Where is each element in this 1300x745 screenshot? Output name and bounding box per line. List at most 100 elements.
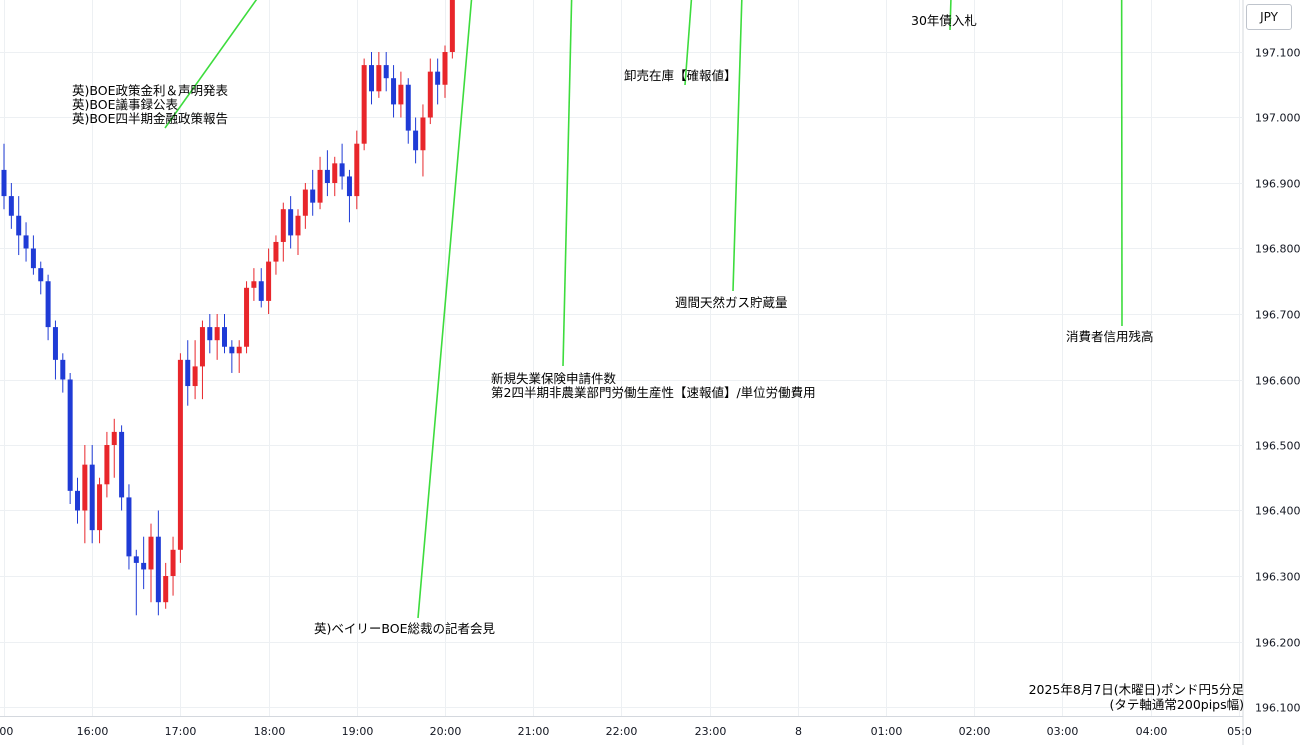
candle-body — [207, 327, 213, 341]
candle — [354, 130, 360, 210]
y-tick-label: 196.400 — [1255, 505, 1300, 518]
candle-body — [199, 327, 205, 367]
candle — [302, 183, 308, 229]
candle — [222, 314, 227, 354]
x-tick-label: 17:00 — [165, 725, 197, 738]
candle — [442, 45, 448, 98]
x-tick-label: 23:00 — [695, 725, 727, 738]
candle — [420, 104, 426, 177]
candle-body — [126, 497, 132, 557]
candle — [405, 78, 411, 144]
candle-body — [266, 261, 272, 301]
candle — [369, 52, 374, 105]
candle — [170, 536, 176, 596]
candle — [1, 143, 7, 210]
candle — [119, 425, 125, 511]
candle — [177, 353, 183, 563]
candles-group — [1, 0, 455, 616]
candle-body — [391, 78, 397, 105]
candle-body — [185, 359, 191, 387]
annotation-consumer-credit: 消費者信用残高 — [1066, 329, 1154, 344]
candle — [8, 183, 14, 229]
candle-body — [383, 65, 389, 79]
x-tick-label: 02:00 — [959, 725, 991, 738]
callout-consumer-credit — [1120, 0, 1123, 327]
x-tick-label: :00 — [0, 725, 13, 738]
y-tick-label: 196.600 — [1255, 375, 1300, 388]
x-tick-label: 03:00 — [1047, 725, 1079, 738]
candle-body — [405, 84, 411, 131]
annotation-jobless-line2: 第2四半期非農業部門労働生産性【速報値】/単位労働費用 — [491, 385, 816, 400]
candle-body — [89, 464, 95, 531]
candle — [185, 340, 191, 406]
y-tick-label: 196.700 — [1255, 309, 1300, 322]
y-tick-label: 197.100 — [1255, 47, 1300, 60]
candle — [207, 314, 213, 354]
candle-body — [427, 71, 433, 118]
candle-body — [111, 431, 117, 445]
x-tick-label: 18:00 — [254, 725, 286, 738]
x-tick-label: 04:00 — [1136, 725, 1168, 738]
candle — [97, 477, 103, 544]
candle-body — [229, 346, 235, 354]
annotation-jobless: 新規失業保険申請件数 第2四半期非農業部門労働生産性【速報値】/単位労働費用 — [491, 372, 816, 400]
candle-body — [67, 379, 73, 491]
x-tick-label: 19:00 — [342, 725, 374, 738]
candle-body — [141, 562, 147, 570]
candle-body — [119, 431, 125, 498]
x-tick-label: 05:0 — [1227, 725, 1252, 738]
candle — [38, 261, 44, 295]
candle — [111, 418, 117, 478]
candle-body — [170, 549, 176, 576]
candle — [435, 58, 441, 105]
y-axis[interactable]: 196.100 196.200 196.300 196.400 196.500 196.6… — [1255, 0, 1300, 715]
y-tick-label: 196.800 — [1255, 243, 1300, 256]
candle-body — [339, 163, 345, 177]
candle-body — [1, 169, 7, 197]
candle-body — [376, 65, 382, 92]
candle — [258, 268, 264, 308]
candle-body — [163, 576, 169, 603]
callout-wholesale — [684, 0, 693, 86]
annotation-jobless-line1: 新規失業保険申請件数 — [491, 371, 617, 386]
candle — [427, 58, 433, 125]
x-tick-label: 8 — [795, 725, 802, 738]
candle — [75, 477, 80, 524]
candle-body — [155, 536, 161, 603]
candle — [391, 65, 397, 118]
candle-body — [192, 366, 198, 387]
chart-caption: 2025年8月7日(木曜日)ポンド円5分足 (タテ軸通常200pips幅) — [1029, 682, 1244, 712]
candle-body — [97, 484, 103, 531]
candle-body — [244, 287, 250, 347]
candle — [23, 222, 29, 262]
annotation-bailey: 英)ベイリーBOE総裁の記者会見 — [314, 621, 495, 636]
y-tick-label: 196.900 — [1255, 178, 1300, 191]
callout-boe-policy — [164, 0, 258, 129]
candle — [82, 445, 88, 544]
currency-label[interactable]: JPY — [1246, 4, 1292, 30]
chart-caption-line2: (タテ軸通常200pips幅) — [1109, 697, 1244, 712]
y-tick-label: 196.500 — [1255, 440, 1300, 453]
candle-body — [214, 327, 220, 341]
candle-body — [420, 117, 426, 151]
candle — [317, 156, 323, 210]
candle-body — [23, 235, 29, 249]
candle — [60, 353, 66, 393]
candle — [214, 314, 220, 360]
candle — [310, 169, 316, 216]
candle-body — [258, 281, 264, 301]
candle — [398, 71, 404, 118]
y-tick-label: 197.000 — [1255, 112, 1300, 125]
candle-body — [280, 209, 286, 242]
x-axis[interactable]: :00 16:00 17:00 18:00 19:00 20:00 21:00 22:00 23… — [0, 725, 1252, 738]
candle — [346, 169, 352, 223]
candle-body — [222, 327, 227, 347]
candle-body — [133, 556, 139, 563]
candle-body — [251, 281, 257, 288]
candle — [383, 52, 389, 92]
candle — [449, 0, 455, 59]
candle — [104, 431, 110, 498]
candle-body — [16, 215, 22, 236]
chart-caption-line1: 2025年8月7日(木曜日)ポンド円5分足 — [1028, 682, 1244, 697]
